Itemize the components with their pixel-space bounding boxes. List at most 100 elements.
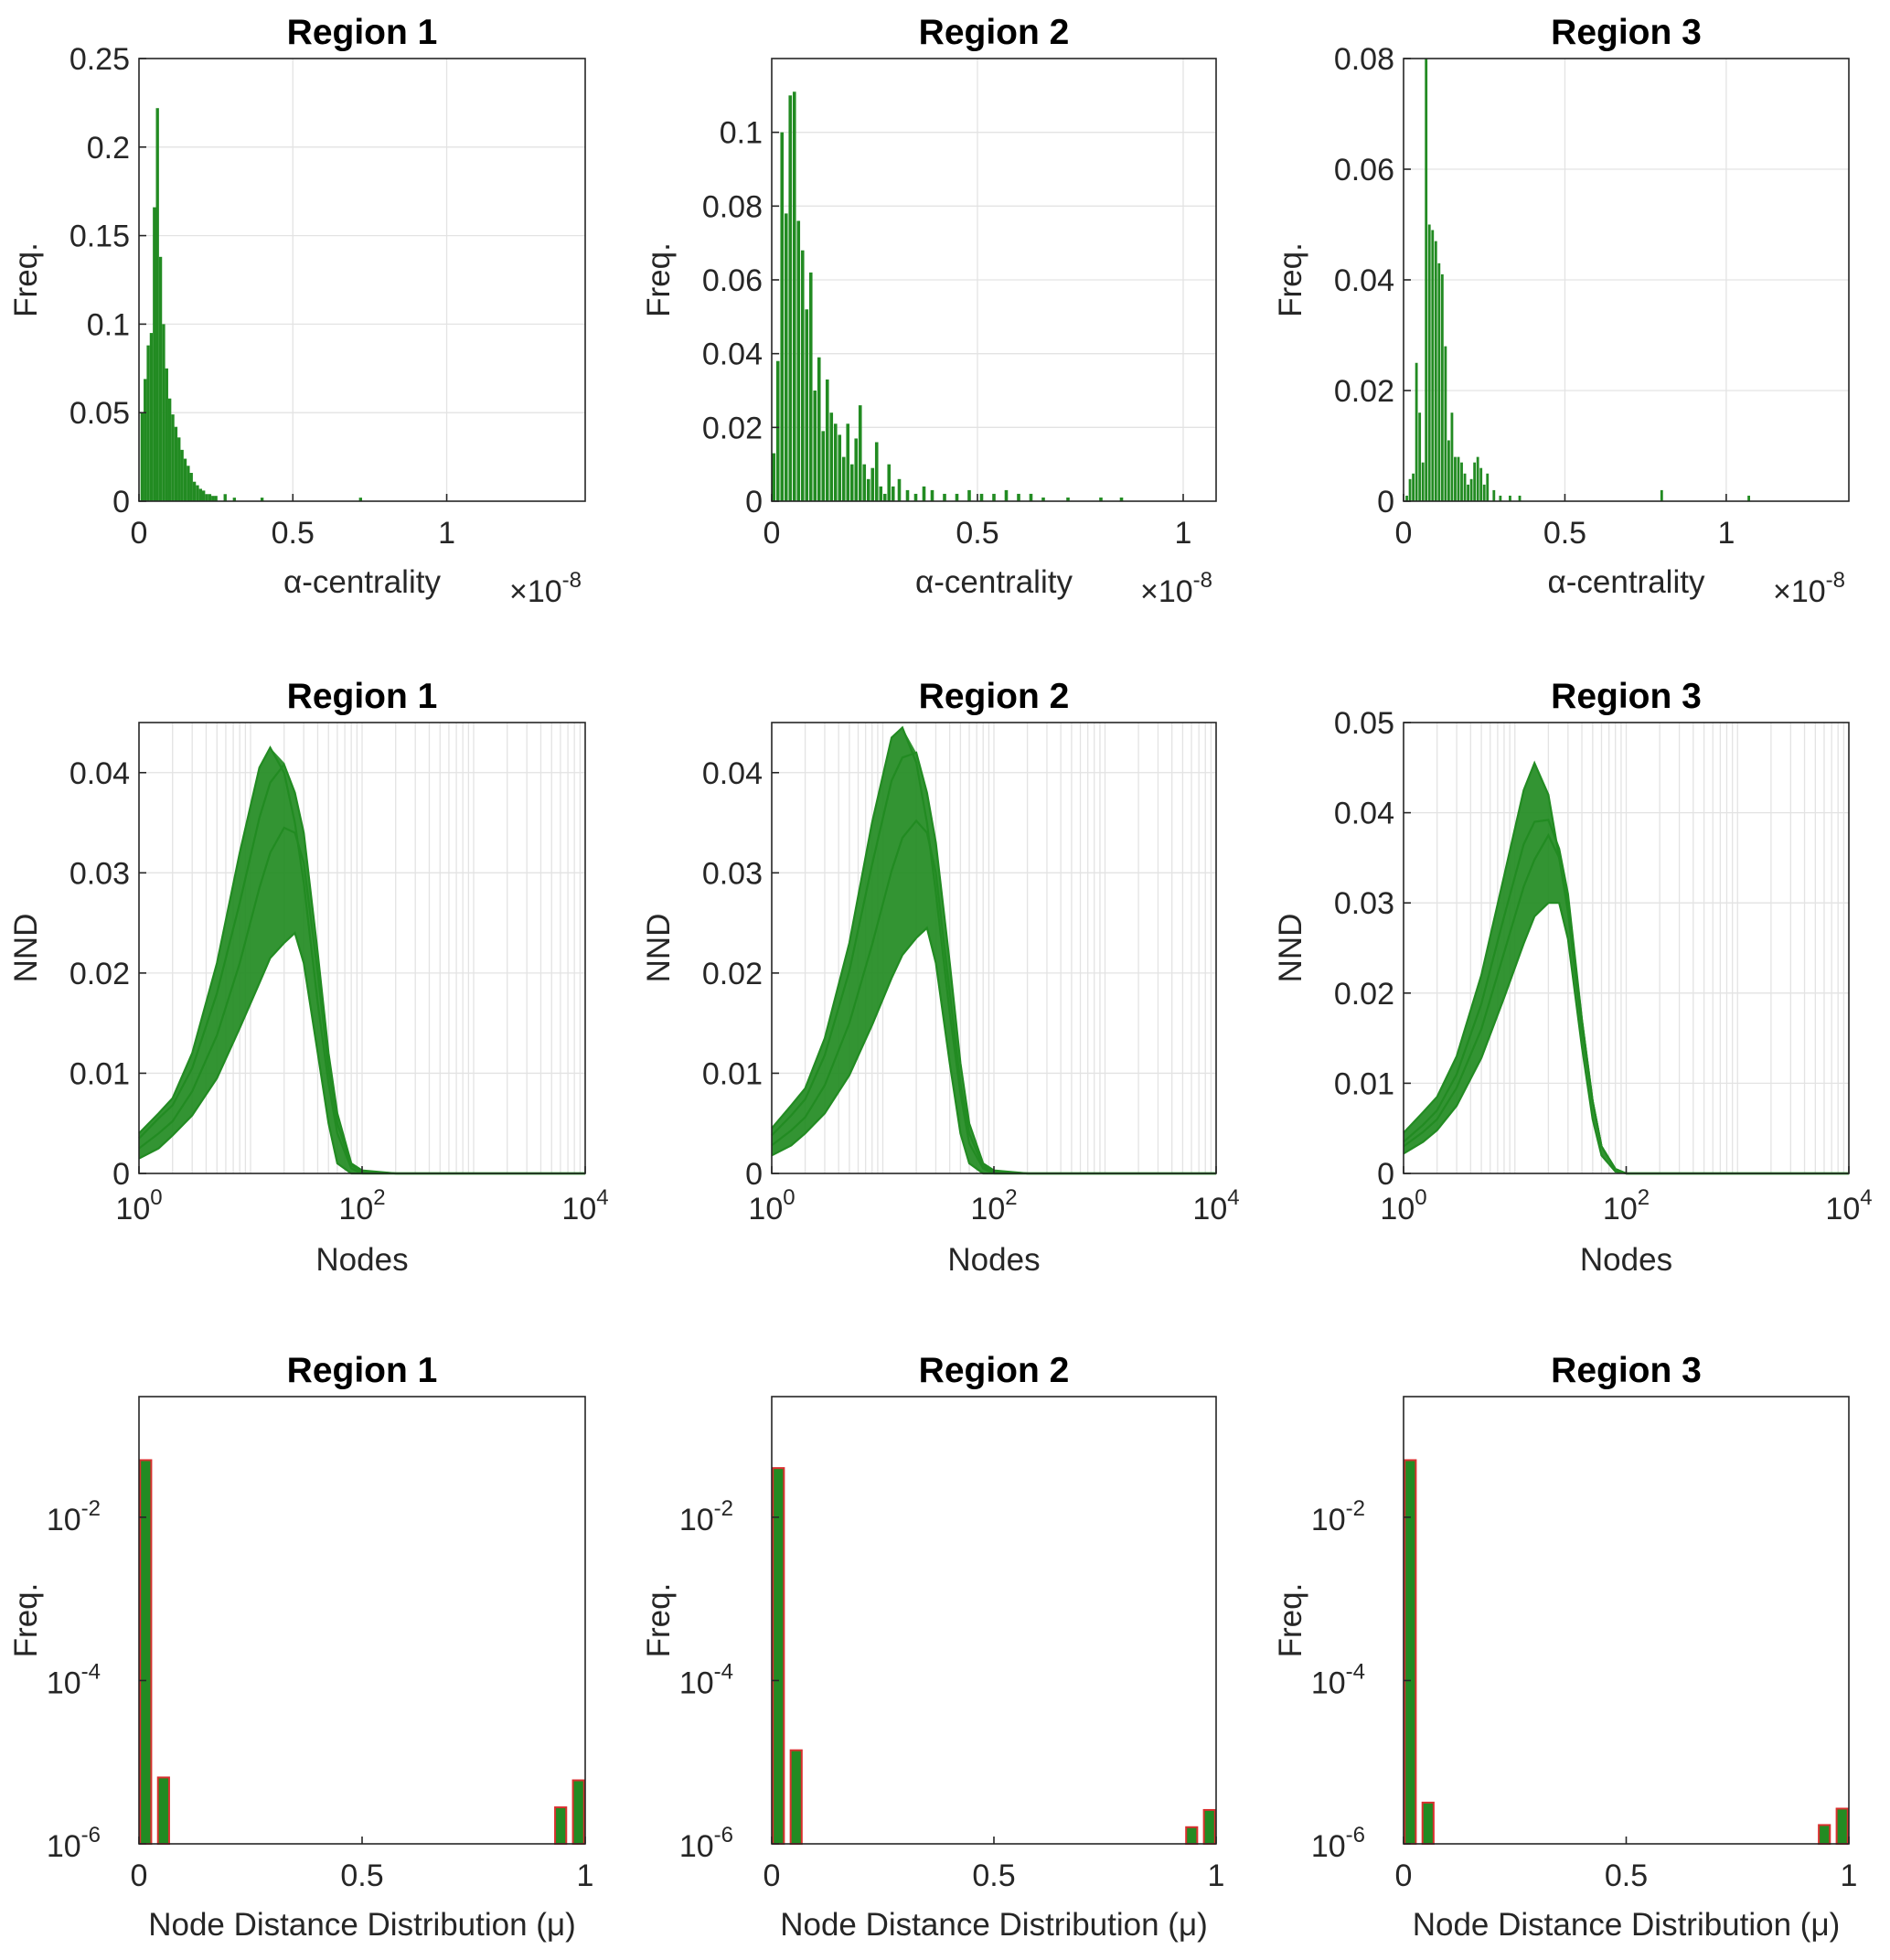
x-tick-label: 104 [561, 1185, 608, 1226]
bar [967, 489, 971, 501]
bar [1747, 495, 1751, 501]
x-axis-label: Node Distance Distribution (μ) [780, 1907, 1208, 1943]
bar [1835, 1807, 1849, 1846]
x-tick-label: 0.5 [1543, 516, 1586, 551]
bars [772, 1467, 1216, 1846]
bar [1460, 462, 1463, 501]
bar [1041, 497, 1045, 501]
bar [144, 379, 147, 501]
y-tick-label: 0.01 [69, 1056, 130, 1091]
y-axis-label: Freq. [641, 242, 677, 317]
bar [800, 250, 805, 501]
bar [870, 467, 875, 501]
bars [140, 108, 362, 501]
x-tick-label-exponent: 0 [783, 1185, 795, 1210]
bar [1454, 456, 1457, 501]
bar [149, 333, 154, 501]
bar [992, 493, 996, 501]
bar [1486, 473, 1490, 501]
bar [156, 1776, 170, 1846]
bar [817, 357, 821, 501]
axes-box [771, 1396, 1217, 1845]
y-tick-label: 10-4 [1311, 1659, 1365, 1700]
y-tick-label: 0.06 [702, 263, 763, 298]
bar [792, 91, 796, 502]
y-axis-label: NND [8, 914, 44, 983]
bar [1099, 497, 1103, 501]
bar [177, 437, 181, 501]
panel-2: 0 0.5 1 0 0.02 0.04 0.06 0.08 0.1 Region 2 α-centr… [641, 13, 1217, 609]
bar [1405, 495, 1408, 501]
x-exponent-power: -8 [1826, 568, 1845, 593]
y-tick-label: 0.02 [1334, 977, 1394, 1012]
bar [805, 309, 809, 501]
y-tick-label-base: 10 [679, 1665, 714, 1700]
y-tick-label: 10-2 [679, 1496, 733, 1537]
bar [1434, 241, 1437, 501]
bar [829, 412, 834, 501]
y-tick-label: 10-4 [679, 1659, 733, 1700]
bar [1467, 484, 1469, 501]
ticks: 0 0.5 110-610-410-2 [47, 1496, 594, 1893]
x-axis-label: α-centrality [283, 564, 441, 600]
x-tick-label: 1 [1208, 1858, 1225, 1893]
bar [943, 493, 946, 501]
bar [1469, 478, 1473, 501]
bar [780, 132, 785, 501]
x-exponent-multiplier: ×10-8 [1140, 568, 1212, 609]
y-tick-label-exponent: -4 [714, 1659, 733, 1684]
y-tick-label-base: 10 [1311, 1503, 1346, 1537]
bar [1004, 489, 1009, 501]
x-axis-label: Node Distance Distribution (μ) [1413, 1907, 1841, 1943]
y-tick-label: 0.05 [1334, 706, 1394, 741]
y-tick-label: 0.03 [702, 856, 763, 891]
x-exponent-power: -8 [562, 568, 582, 593]
bar [196, 485, 199, 501]
y-tick-label: 10-2 [47, 1496, 101, 1537]
panel-title: Region 2 [919, 1351, 1070, 1390]
bar [165, 368, 168, 501]
x-tick-label-base: 10 [748, 1192, 783, 1226]
y-axis-label: Freq. [1273, 242, 1308, 317]
y-tick-label: 0.2 [87, 131, 130, 166]
x-tick-label-base: 10 [1380, 1192, 1415, 1226]
x-tick-label: 104 [1192, 1185, 1239, 1226]
x-tick-label-base: 10 [115, 1192, 150, 1226]
y-tick-label: 0.15 [69, 220, 130, 254]
y-tick-label-exponent: -2 [714, 1496, 733, 1521]
bar [854, 438, 859, 501]
bar [214, 496, 218, 501]
x-tick-label: 1 [577, 1858, 594, 1893]
bar [879, 486, 883, 501]
y-tick-label: 0 [745, 485, 763, 519]
y-tick-label-base: 10 [1311, 1829, 1346, 1864]
y-tick-label: 10-2 [1311, 1496, 1365, 1537]
x-tick-label-exponent: 4 [596, 1185, 608, 1210]
bar [232, 498, 237, 501]
bar [930, 489, 934, 501]
y-tick-label-base: 10 [679, 1503, 714, 1537]
panel-title: Region 3 [1551, 1351, 1702, 1390]
y-tick-label: 0.03 [69, 856, 130, 891]
x-exponent-base: ×10 [1140, 574, 1193, 609]
bar [146, 345, 150, 501]
grid [139, 58, 585, 501]
bar [1482, 484, 1486, 501]
bar [1499, 495, 1502, 501]
y-tick-label-exponent: -6 [714, 1823, 733, 1848]
x-tick-label-base: 10 [1192, 1192, 1227, 1226]
x-tick-label: 102 [970, 1185, 1017, 1226]
bar [1492, 489, 1496, 501]
bar [1427, 224, 1431, 501]
x-axis-label: Nodes [1580, 1242, 1672, 1278]
bar [198, 488, 202, 501]
x-tick-label: 0 [1395, 1858, 1413, 1893]
y-tick-label: 0.25 [69, 42, 130, 77]
bar [1463, 473, 1467, 501]
